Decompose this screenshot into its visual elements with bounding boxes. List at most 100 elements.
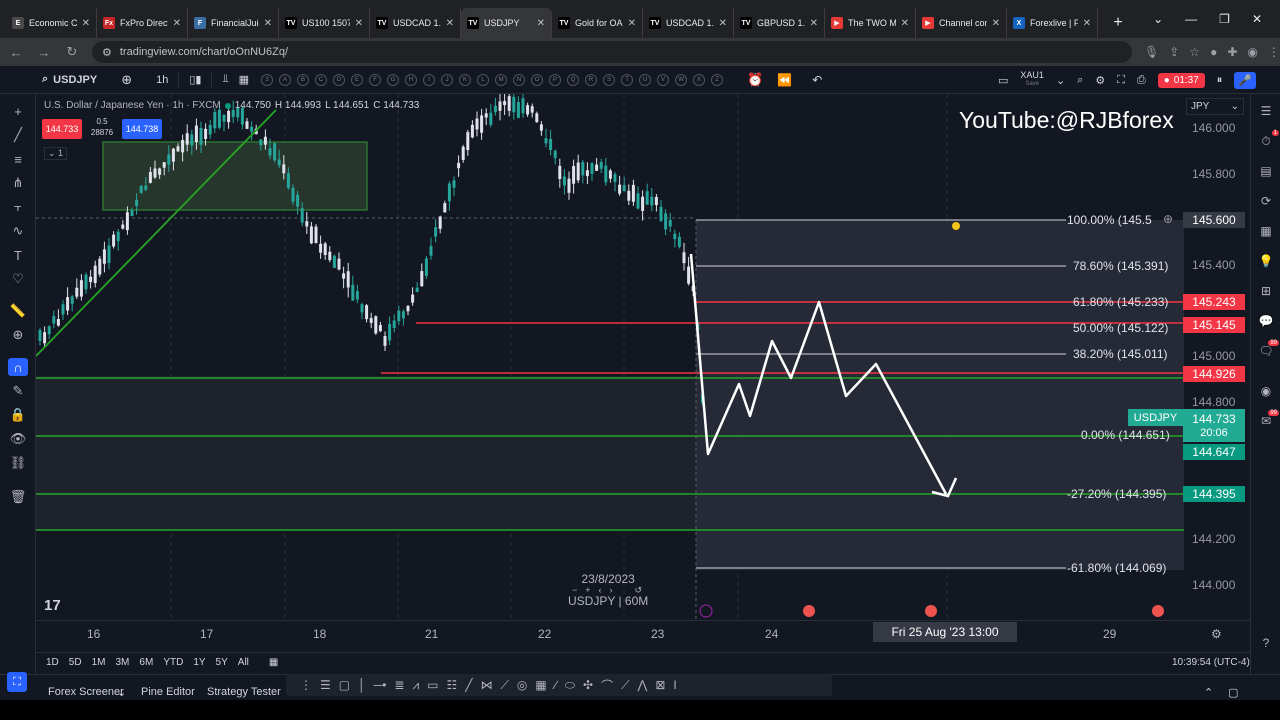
range-button[interactable]: 1Y xyxy=(193,657,206,668)
bookmark-star-icon[interactable]: ☆ xyxy=(1189,45,1201,59)
zoom-icon[interactable]: ⊕ xyxy=(12,327,24,342)
letter-icon[interactable]: E xyxy=(351,73,364,86)
compare-add-icon[interactable]: ⊕ xyxy=(121,71,133,87)
letter-icon[interactable]: M xyxy=(495,73,508,86)
ellipse-icon[interactable]: ⬭ xyxy=(564,677,575,692)
scroll-left-icon[interactable]: ‹ xyxy=(598,585,602,595)
chevron-down-icon[interactable]: ⌄ xyxy=(1055,74,1066,87)
collapse-panel-icon[interactable]: ⌃ xyxy=(1204,687,1214,699)
lock-icon[interactable]: 🔒 xyxy=(9,407,27,422)
link-icon[interactable]: ⛓ xyxy=(9,455,27,470)
letter-icon[interactable]: J xyxy=(441,73,454,86)
candles-icon[interactable]: ▯▮ xyxy=(189,74,202,86)
url-input[interactable]: ⚙ tradingview.com/chart/oOnNU6Zq/ xyxy=(92,41,1132,63)
letter-icon[interactable]: I xyxy=(423,73,436,86)
watchlist-icon[interactable]: ☰ xyxy=(1260,104,1272,118)
chat-icon[interactable]: 💬 xyxy=(1258,314,1274,328)
ray-icon[interactable]: ╱ xyxy=(465,678,473,692)
scroll-right-icon[interactable]: › xyxy=(609,585,613,595)
tab-search-icon[interactable]: ⌄ xyxy=(1153,12,1164,26)
broadcast-icon[interactable]: ◉ xyxy=(1260,384,1272,398)
fib-icon[interactable]: ⫟ xyxy=(14,199,22,214)
minimize-icon[interactable]: — xyxy=(1185,12,1198,26)
zigzag-icon[interactable]: ⩘ xyxy=(412,677,420,692)
letter-icon[interactable]: H xyxy=(405,73,418,86)
browser-tab-active[interactable]: TV USDJPY ✕ xyxy=(461,8,552,38)
trash-icon[interactable]: 🗑 xyxy=(9,489,27,504)
browser-tab[interactable]: TV US100 15079 ✕ xyxy=(279,8,370,38)
ideas-icon[interactable]: 💡 xyxy=(1258,254,1274,268)
magnet-icon[interactable]: ∩ xyxy=(8,358,28,376)
buy-button[interactable]: 144.738 xyxy=(122,119,162,139)
extension-icon[interactable]: ● xyxy=(1210,45,1218,59)
share-icon[interactable]: ⇪ xyxy=(1169,45,1180,59)
browser-tab[interactable]: TV USDCAD 1.35 ✕ xyxy=(643,8,734,38)
tab-close-icon[interactable]: ✕ xyxy=(991,17,1000,29)
letter-icon[interactable]: C xyxy=(315,73,328,86)
browser-tab[interactable]: X Forexlive | Fo ✕ xyxy=(1007,8,1098,38)
fib-retracement-icon[interactable]: ≣ xyxy=(394,678,405,692)
puzzle-icon[interactable]: ✚ xyxy=(1227,45,1238,59)
ruler-icon[interactable]: 📏 xyxy=(9,303,27,318)
letter-icon[interactable]: Z xyxy=(711,73,724,86)
letter-icon[interactable]: L xyxy=(477,73,490,86)
letter-icon[interactable]: P xyxy=(549,73,562,86)
browser-tab[interactable]: ▶ Channel cont ✕ xyxy=(916,8,1007,38)
quick-search-icon[interactable]: ⌕ xyxy=(1077,73,1084,86)
back-icon[interactable]: ← xyxy=(9,44,23,60)
letter-icon[interactable]: T xyxy=(621,73,634,86)
compare-symbol[interactable]: XAU1 Save xyxy=(1020,71,1044,89)
letter-icon[interactable]: K xyxy=(459,73,472,86)
letter-icon[interactable]: F xyxy=(369,73,382,86)
object-tree-icon[interactable]: ⛶ xyxy=(7,672,27,692)
grid-icon[interactable]: ▦ xyxy=(535,678,547,692)
streams-icon[interactable]: ⊞ xyxy=(1260,284,1272,298)
circle-icon[interactable]: ◎ xyxy=(516,678,528,692)
rectangle-icon[interactable]: ▢ xyxy=(338,678,351,692)
range-button[interactable]: 5Y xyxy=(215,657,228,668)
pitchfork-icon[interactable]: ⋔ xyxy=(12,175,24,190)
trend-line-icon[interactable]: ╱ xyxy=(14,127,22,142)
chart-canvas[interactable] xyxy=(36,94,1250,620)
pattern-icon[interactable]: ⋈ xyxy=(480,678,493,692)
browser-tab[interactable]: TV USDCAD 1.35 ✕ xyxy=(370,8,461,38)
hotlist-icon[interactable]: ⟳ xyxy=(1260,194,1272,208)
reload-icon[interactable]: ↻ xyxy=(66,44,78,59)
pause-icon[interactable]: ⏸ xyxy=(1216,73,1223,86)
horizontal-ray-icon[interactable]: ─• xyxy=(373,678,387,692)
browser-tab[interactable]: F FinancialJuice ✕ xyxy=(188,8,279,38)
menu-dots-icon[interactable]: ⋮ xyxy=(1267,45,1280,59)
callout-icon[interactable]: ▭ xyxy=(427,678,439,692)
tab-close-icon[interactable]: ✕ xyxy=(445,17,454,29)
fullscreen-icon[interactable]: ⛶ xyxy=(1117,73,1125,86)
range-button[interactable]: All xyxy=(237,657,249,668)
sell-button[interactable]: 144.733 xyxy=(42,119,82,139)
layout-icon[interactable]: ▭ xyxy=(998,74,1009,87)
replay-icon[interactable]: ⏪ xyxy=(777,72,793,87)
alert-icon[interactable]: ⏰ xyxy=(747,71,764,87)
browser-tab[interactable]: TV GBPUSD 1.26 ✕ xyxy=(734,8,825,38)
tab-close-icon[interactable]: ✕ xyxy=(536,17,545,29)
tab-close-icon[interactable]: ✕ xyxy=(627,17,636,29)
close-window-icon[interactable]: ✕ xyxy=(1251,12,1262,26)
letter-icon[interactable]: 3 xyxy=(261,73,274,86)
range-button[interactable]: 3M xyxy=(115,657,130,668)
letter-icon[interactable]: S xyxy=(603,73,616,86)
lines-icon[interactable]: ☰ xyxy=(320,678,331,692)
zoom-in-icon[interactable]: + xyxy=(585,585,591,595)
indicators-icon[interactable]: ▦ xyxy=(238,74,250,86)
data-window-icon[interactable]: ▤ xyxy=(1260,164,1272,178)
letter-icon[interactable]: N xyxy=(513,73,526,86)
site-info-icon[interactable]: ⚙ xyxy=(102,46,112,59)
tab-close-icon[interactable]: ✕ xyxy=(718,17,727,29)
range-button[interactable]: 1D xyxy=(46,657,59,668)
pencil-lock-icon[interactable]: ✎ xyxy=(12,383,24,398)
maximize-icon[interactable]: ❐ xyxy=(1219,12,1230,26)
tab-forex-screener[interactable]: Forex Screener xyxy=(48,686,124,698)
eye-icon[interactable]: 👁 xyxy=(9,431,27,446)
letter-icon[interactable]: X xyxy=(693,73,706,86)
undo-icon[interactable]: ↶ xyxy=(812,72,823,87)
brush-icon[interactable]: ∕ xyxy=(554,678,557,692)
text-icon[interactable]: T xyxy=(14,247,22,263)
settings-gear-icon[interactable]: ⚙ xyxy=(1095,74,1106,87)
